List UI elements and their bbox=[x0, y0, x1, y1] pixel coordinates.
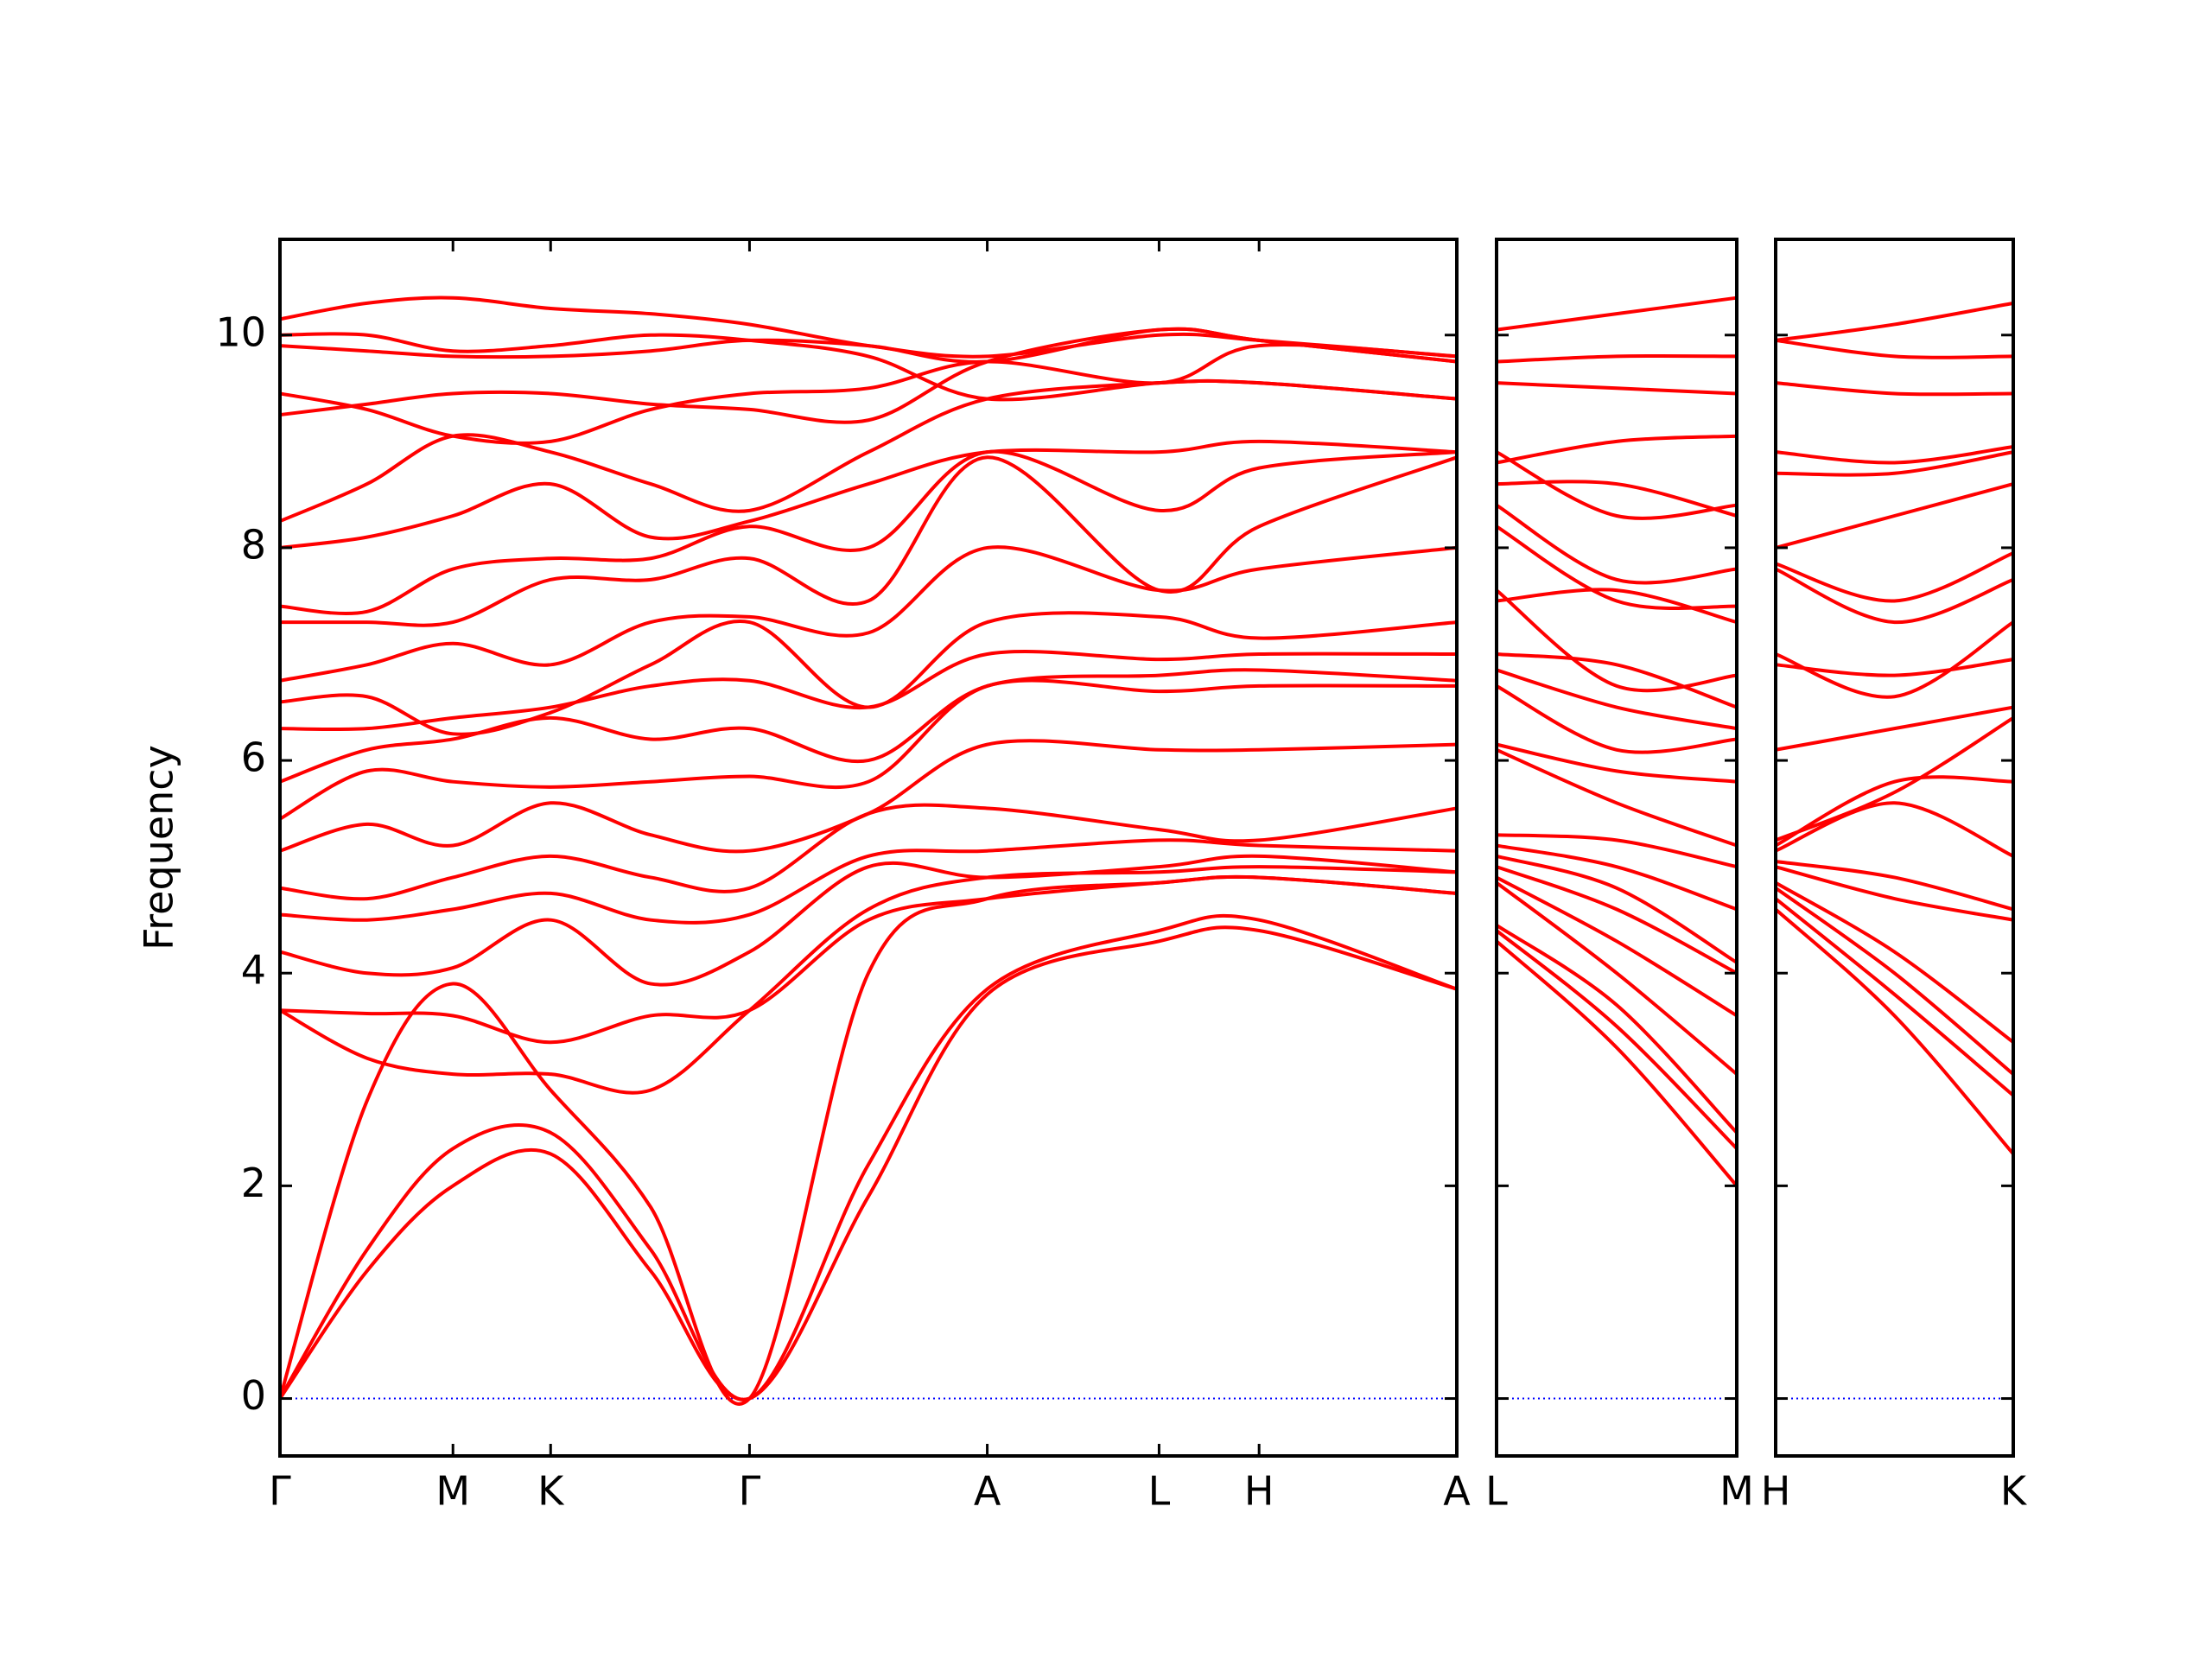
band-line bbox=[279, 803, 1458, 901]
band-line bbox=[1775, 567, 2014, 625]
band-line bbox=[279, 296, 1458, 359]
band-line bbox=[1774, 887, 2015, 1076]
x-tick-label: L bbox=[1485, 1468, 1508, 1515]
band-line bbox=[1496, 843, 1738, 912]
band-line bbox=[1495, 929, 1738, 1150]
band-line bbox=[1774, 880, 2015, 1044]
band-line bbox=[1495, 503, 1738, 585]
band-line bbox=[279, 854, 1458, 987]
y-tick-label: 2 bbox=[241, 1160, 266, 1206]
band-line bbox=[279, 449, 1458, 615]
y-tick-label: 4 bbox=[241, 947, 266, 994]
plot-frame bbox=[1495, 238, 1738, 1458]
x-tick-label: A bbox=[1443, 1468, 1471, 1515]
band-line bbox=[1496, 450, 1738, 520]
band-line bbox=[1775, 716, 2015, 842]
band-line bbox=[1775, 865, 2014, 922]
band-line bbox=[1496, 652, 1738, 709]
band-line bbox=[1775, 860, 2014, 912]
band-line bbox=[1496, 480, 1738, 518]
band-line bbox=[279, 439, 1458, 550]
band-line bbox=[279, 865, 1458, 1095]
y-axis-label: Frequency bbox=[136, 745, 182, 950]
band-line bbox=[1495, 924, 1738, 1135]
band-line bbox=[1774, 907, 2015, 1155]
band-line bbox=[278, 913, 1458, 1402]
x-tick-label: Γ bbox=[269, 1468, 291, 1515]
band-line bbox=[279, 378, 1458, 523]
band-line bbox=[1495, 588, 1738, 693]
x-tick-label: M bbox=[435, 1468, 470, 1515]
band-line bbox=[279, 874, 1458, 1045]
band-line bbox=[1775, 450, 2014, 477]
band-line bbox=[1495, 939, 1738, 1187]
band-line bbox=[1775, 620, 2015, 699]
x-tick-label: H bbox=[1761, 1468, 1791, 1515]
x-tick-label: L bbox=[1148, 1468, 1171, 1515]
x-tick-label: K bbox=[537, 1468, 565, 1515]
y-tick-label: 0 bbox=[241, 1372, 266, 1419]
y-tick-label: 8 bbox=[241, 521, 266, 568]
band-line bbox=[279, 332, 1458, 402]
x-tick-label: M bbox=[1719, 1468, 1754, 1515]
band-line bbox=[1775, 482, 2014, 550]
band-line bbox=[1496, 353, 1738, 364]
band-line bbox=[1496, 865, 1738, 975]
band-line bbox=[279, 668, 1458, 784]
plot-frame bbox=[278, 238, 1459, 1458]
band-line bbox=[1774, 897, 2015, 1097]
band-line bbox=[1775, 801, 2014, 858]
band-line bbox=[1496, 742, 1738, 784]
band-line bbox=[1495, 881, 1738, 1076]
band-line bbox=[1496, 588, 1738, 625]
band-line bbox=[1775, 381, 2014, 397]
x-tick-label: Γ bbox=[739, 1468, 761, 1515]
band-line bbox=[1496, 296, 1738, 332]
band-line bbox=[1496, 833, 1738, 869]
x-tick-label: K bbox=[2000, 1468, 2028, 1515]
band-line bbox=[279, 611, 1458, 736]
band-line bbox=[1496, 854, 1738, 964]
band-line bbox=[279, 327, 1458, 364]
plot-frame bbox=[1774, 238, 2015, 1458]
band-line bbox=[279, 739, 1458, 854]
band-line bbox=[1775, 445, 2014, 465]
band-line bbox=[279, 343, 1458, 445]
band-line bbox=[1495, 524, 1738, 611]
band-line bbox=[280, 455, 1458, 627]
band-line bbox=[279, 650, 1458, 732]
band-line bbox=[278, 874, 1458, 1406]
band-line bbox=[1775, 705, 2014, 752]
band-line bbox=[1496, 684, 1738, 754]
band-line bbox=[279, 545, 1458, 683]
band-line bbox=[279, 838, 1458, 925]
band-line bbox=[278, 925, 1458, 1402]
band-line bbox=[1496, 875, 1738, 1018]
band-line bbox=[1496, 434, 1738, 465]
x-tick-label: H bbox=[1244, 1468, 1274, 1515]
band-line bbox=[1775, 301, 2014, 342]
band-line bbox=[1775, 551, 2014, 603]
band-line bbox=[1775, 338, 2014, 359]
x-tick-label: A bbox=[974, 1468, 1001, 1515]
y-tick-label: 6 bbox=[241, 734, 266, 781]
band-line bbox=[1496, 381, 1738, 396]
y-tick-label: 10 bbox=[215, 308, 266, 355]
band-line bbox=[279, 678, 1458, 821]
band-line bbox=[1496, 747, 1738, 848]
band-line bbox=[1496, 668, 1738, 731]
